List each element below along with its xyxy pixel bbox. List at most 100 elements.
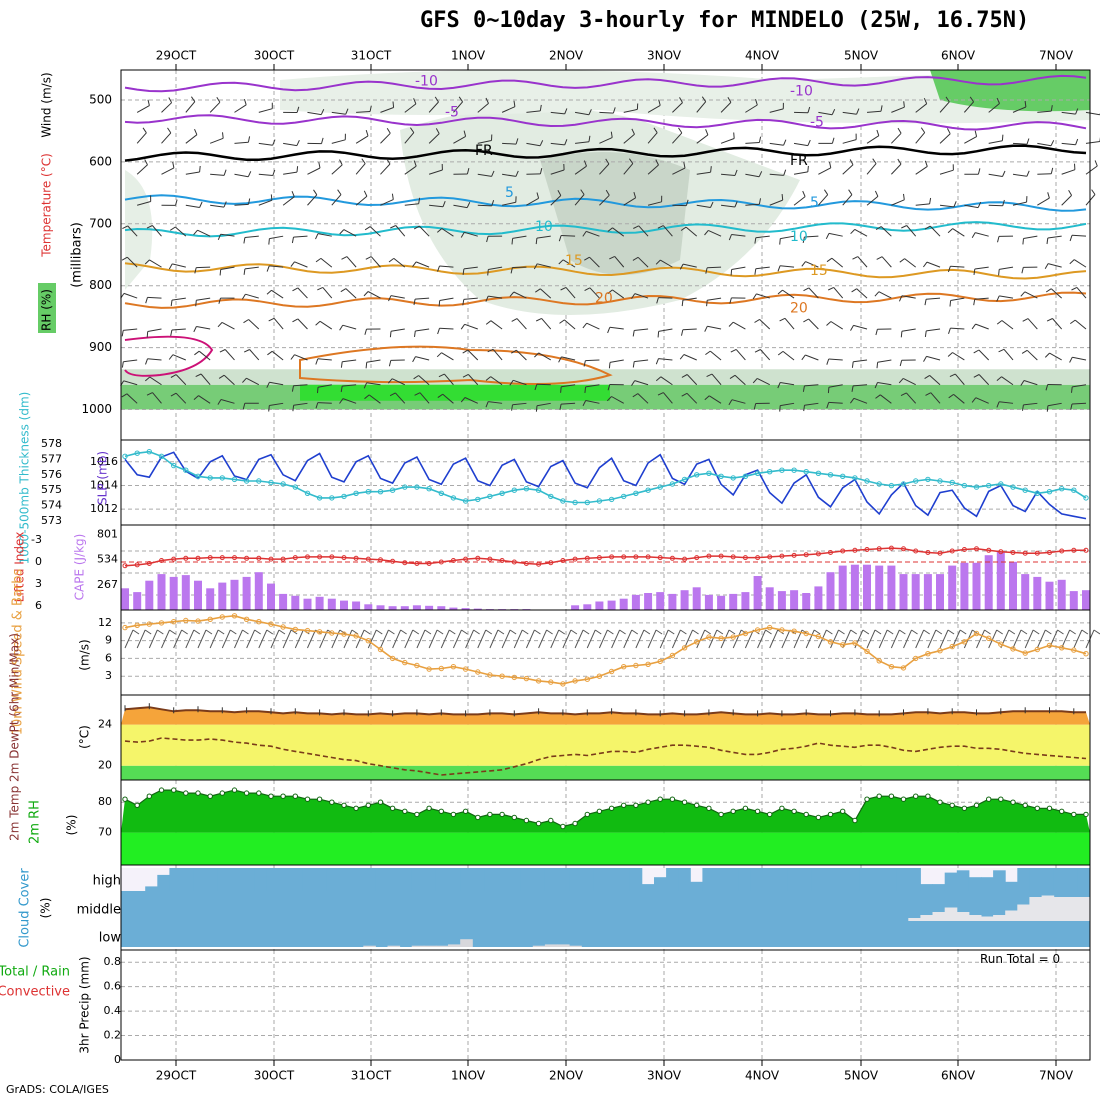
rh-point	[864, 796, 870, 802]
wind-barb-flag	[243, 349, 250, 353]
thickness-point	[353, 490, 359, 496]
thickness-point	[377, 489, 384, 495]
wind10m-point	[243, 616, 250, 622]
lifted-index-point	[706, 553, 712, 559]
cloud-mid-bar	[968, 915, 982, 921]
wind-barb	[269, 402, 284, 406]
wind-barb-flag	[216, 96, 221, 103]
cape-bar	[765, 587, 774, 610]
wind-barb	[735, 349, 746, 361]
slp-tick-label: 1014	[90, 478, 118, 491]
wind-barb-flag	[219, 269, 222, 276]
wind-barb	[149, 259, 162, 268]
wind-barb-flag	[217, 322, 223, 328]
wind10m-barb-flag	[376, 629, 383, 635]
lifted-index-point	[463, 556, 469, 562]
wind10m-barb-flag	[363, 629, 371, 635]
wind-barb-flag	[929, 197, 932, 204]
wind10m-point	[888, 664, 895, 670]
isotherm-label: -5	[445, 105, 459, 121]
rh-point	[316, 796, 323, 802]
cape-bar	[352, 601, 361, 610]
wind-barb-flag	[777, 350, 784, 356]
wind-barb-flag	[898, 378, 904, 384]
wind-barb-flag	[361, 158, 366, 164]
wind-barb-flag	[901, 225, 907, 229]
wind-barb	[818, 167, 832, 175]
wind-barb	[634, 328, 649, 331]
wind-barb-flag	[632, 361, 635, 368]
panel-frame-precip	[120, 949, 1091, 1061]
thickness-point	[1034, 490, 1041, 496]
wind-barb-flag	[880, 105, 883, 112]
pressure-tick-label: 700	[89, 216, 112, 230]
wind-barb-flag	[874, 291, 880, 297]
wind-barb-flag	[172, 161, 175, 168]
wind-barb-flag	[977, 168, 981, 175]
cloud-high-bar	[254, 868, 267, 891]
wind-barb	[954, 373, 965, 386]
top-time-label: 1NOV	[451, 49, 486, 63]
temp-unit-label: (°C)	[78, 725, 92, 749]
wind-barb-flag	[872, 158, 877, 164]
wind-barb-flag	[485, 401, 489, 408]
wind-barb-flag	[168, 354, 174, 360]
wind-barb	[221, 321, 235, 330]
lifted-index-point	[280, 556, 286, 562]
cape-bar	[777, 591, 786, 610]
cloud-low-bar	[448, 944, 461, 947]
wind-barb-flag	[973, 349, 980, 354]
wind10m-barb	[635, 629, 645, 649]
isotherm-25-contour	[124, 335, 214, 377]
wind-barb-flag	[875, 329, 878, 336]
wind10m-point	[231, 613, 238, 619]
wind-barb	[833, 287, 844, 299]
wind-barb	[926, 355, 941, 361]
lifted-index-point	[572, 556, 578, 562]
cape-bar	[911, 574, 920, 610]
rh-point	[900, 796, 907, 802]
wind-barb	[856, 288, 868, 299]
isotherm-label: 15	[810, 263, 828, 279]
wind-barb-flag	[515, 138, 519, 145]
wind-barb-flag	[388, 257, 395, 263]
wind10m-barb-flag	[692, 629, 699, 635]
wind-barb-flag	[1069, 235, 1073, 242]
wind10m-barb-flag	[181, 629, 188, 635]
rh-point	[122, 796, 128, 802]
lifted-index-point	[669, 555, 675, 561]
pressure-tick-label: 900	[89, 340, 112, 354]
cloud-high-bar	[763, 868, 776, 891]
wind-barb	[307, 167, 321, 175]
cloud-high-bar	[678, 868, 691, 891]
thickness-point	[730, 475, 736, 481]
wind-barb-flag	[899, 360, 903, 367]
wind-barb-flag	[296, 139, 300, 146]
wind-barb-flag	[802, 236, 805, 243]
lifted-index-point	[974, 546, 979, 552]
wind-barb-flag	[290, 261, 295, 267]
wind-barb-flag	[974, 130, 978, 137]
rh-point	[608, 805, 615, 811]
wind-barb-flag	[850, 325, 854, 331]
wind-barb	[317, 384, 332, 388]
wind10m-point	[1022, 650, 1028, 656]
wind-barb-flag	[826, 358, 830, 365]
wind10m-point	[621, 664, 627, 670]
temp-band-mid	[121, 724, 1090, 766]
thickness-point	[329, 495, 335, 501]
wind-barb	[1085, 165, 1098, 175]
wind-barb	[501, 201, 516, 206]
wind-barb	[367, 291, 381, 299]
cloud-high-bar	[544, 868, 558, 891]
wind-barb	[390, 328, 405, 332]
bottom-time-label: 30OCT	[254, 1069, 295, 1083]
wind-barb-flag	[389, 331, 392, 338]
wind-barb	[586, 322, 600, 330]
cape-bar	[218, 582, 227, 610]
top-time-label: 5NOV	[844, 49, 879, 63]
lifted-index-point	[621, 554, 627, 560]
wind-barb	[866, 196, 879, 206]
thickness-point	[584, 499, 590, 506]
wind-barb-flag	[777, 289, 783, 295]
